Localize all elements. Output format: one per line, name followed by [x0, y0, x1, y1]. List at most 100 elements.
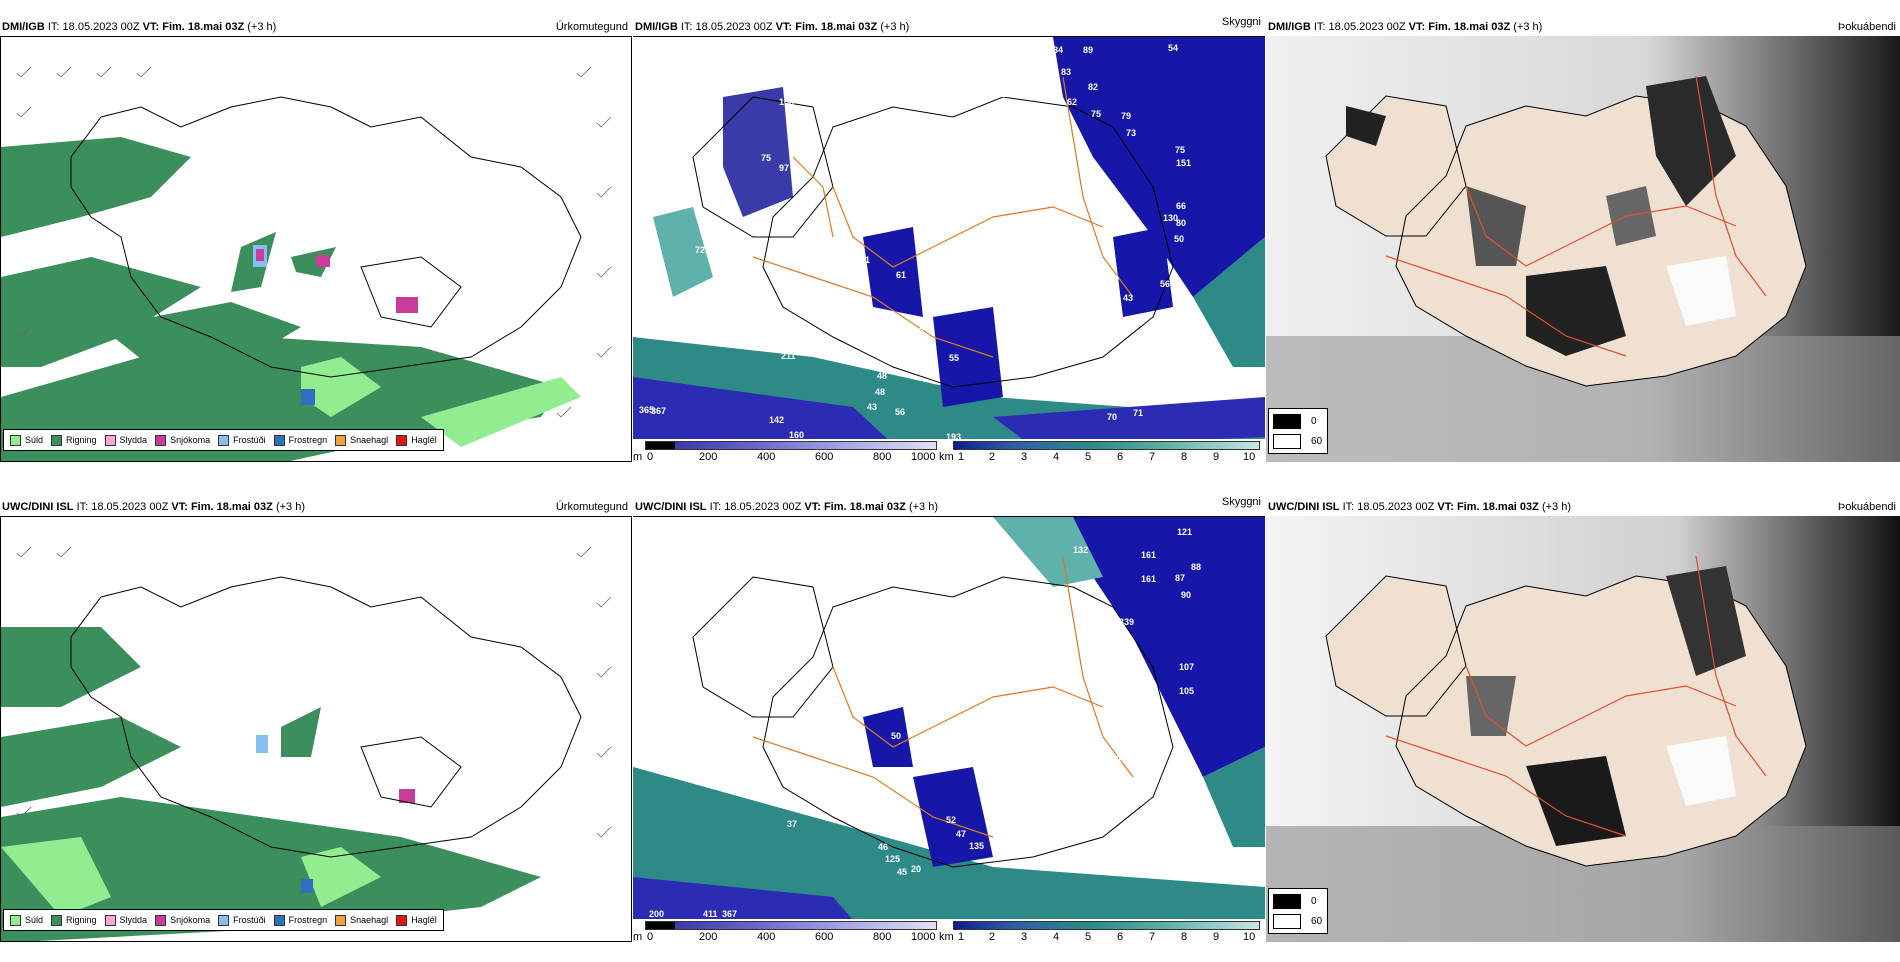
visibility-tick: 7 — [1149, 931, 1156, 943]
visibility-value: 125 — [885, 854, 900, 864]
visibility-value: 132 — [1073, 545, 1088, 555]
visibility-tick: 9 — [1213, 931, 1220, 943]
legend-item: Slydda — [104, 914, 147, 926]
legend-label: Rigning — [66, 915, 97, 925]
visibility-value: 200 — [649, 909, 664, 919]
legend-item: 0 — [1273, 414, 1323, 429]
visibility-value: 132 — [971, 717, 986, 727]
visibility-value: 72 — [695, 245, 705, 255]
visibility-tick: 6 — [1117, 451, 1124, 463]
panel-title: UWC/DINI ISL IT: 18.05.2023 00Z VT: Fim.… — [2, 501, 305, 513]
legend-label: Súld — [25, 435, 44, 445]
lead-time: (+3 h) — [1513, 21, 1543, 33]
visibility-value: 48 — [875, 387, 885, 397]
vt-value: Fim. 18.mai 03Z — [1456, 501, 1539, 513]
panel-label: Skyggni — [1221, 496, 1261, 508]
legend-label: Haglél — [411, 435, 437, 445]
legend-label: Haglél — [411, 915, 437, 925]
legend-item: Frostúði — [218, 434, 266, 446]
elevation-tick: 400 — [757, 931, 776, 943]
legend-label: Frostúði — [233, 915, 266, 925]
legend-item: Súld — [10, 434, 44, 446]
visibility-value: 48 — [877, 371, 887, 381]
legend-item: 60 — [1273, 434, 1323, 449]
visibility-tick: 2 — [989, 931, 996, 943]
visibility-value: 367 — [722, 909, 737, 919]
legend-swatch — [396, 914, 408, 926]
legend-swatch — [51, 434, 63, 446]
visibility-value: 90 — [1181, 590, 1191, 600]
visibility-tick: 3 — [1021, 931, 1028, 943]
elevation-tick: 0 — [647, 451, 654, 463]
it-value: 18.05.2023 00Z — [724, 501, 802, 513]
visibility-value: 87 — [1175, 573, 1185, 583]
visibility-value: 43 — [1123, 293, 1133, 303]
visibility-value: 135 — [969, 841, 984, 851]
visibility-colorbar — [953, 441, 1260, 450]
legend-label: Frostúði — [233, 435, 266, 445]
visibility-tick: 4 — [1053, 451, 1060, 463]
visibility-value: 71 — [1133, 408, 1143, 418]
visibility-tick: 8 — [1181, 451, 1188, 463]
visibility-value: 107 — [1179, 662, 1194, 672]
it-label: IT: — [1342, 501, 1355, 513]
visibility-value: 75 — [1091, 109, 1101, 119]
legend-swatch — [1273, 414, 1301, 429]
visibility-value: 75 — [1083, 183, 1093, 193]
legend-item: 0 — [1273, 894, 1323, 909]
visibility-value: 88 — [1023, 613, 1033, 623]
it-value: 18.05.2023 00Z — [62, 21, 140, 33]
visibility-value: 75 — [1095, 655, 1105, 665]
visibility-value: 97 — [779, 163, 789, 173]
visibility-map: 121 132 161 88 87 161 90 73 133 88 339 115 75 107 105 5… — [633, 516, 1265, 943]
lead-time: (+3 h) — [908, 501, 938, 513]
visibility-value: 100 — [773, 67, 788, 77]
visibility-value: 149 — [1001, 89, 1016, 99]
visibility-value: 82 — [1088, 82, 1098, 92]
visibility-value: 79 — [1121, 111, 1131, 121]
lead-time: (+3 h) — [247, 21, 277, 33]
vt-value: Fim. 18.mai 03Z — [190, 501, 273, 513]
visibility-tick: 6 — [1117, 931, 1124, 943]
legend-label: Súld — [25, 915, 44, 925]
panel-label: Úrkomutegund — [555, 21, 628, 33]
legend-label: 60 — [1311, 436, 1323, 447]
visibility-tick: 2 — [989, 451, 996, 463]
legend-item: Frostregn — [273, 434, 328, 446]
visibility-panel: UWC/DINI ISL IT: 18.05.2023 00Z VT: Fim.… — [633, 492, 1265, 943]
panel-label: Skyggni — [1221, 16, 1261, 28]
legend-label: Snaehagl — [350, 435, 389, 445]
it-label: IT: — [709, 501, 722, 513]
elevation-tick: 200 — [699, 451, 718, 463]
legend-swatch — [1273, 434, 1301, 449]
visibility-value: 160 — [789, 430, 804, 440]
forecast-row-dmi: DMI/IGB IT: 18.05.2023 00Z VT: Fim. 18.m… — [0, 12, 1900, 482]
it-label: IT: — [680, 21, 693, 33]
visibility-value: 104 — [1088, 198, 1103, 208]
legend-label: Frostregn — [288, 435, 328, 445]
visibility-value: 62 — [1067, 97, 1077, 107]
model-name: DMI/IGB — [635, 21, 678, 33]
legend-label: Rigning — [66, 435, 97, 445]
legend-label: Slydda — [119, 435, 148, 445]
visibility-value: 53 — [886, 827, 896, 837]
legend-swatch — [273, 914, 285, 926]
visibility-tick: 4 — [1053, 931, 1060, 943]
it-label: IT: — [47, 21, 60, 33]
legend-label: Snjókoma — [170, 435, 211, 445]
legend-item: Snaehagl — [335, 914, 388, 926]
visibility-tick: 9 — [1213, 451, 1220, 463]
visibility-value: 73 — [735, 607, 745, 617]
it-label: IT: — [1313, 21, 1326, 33]
legend-swatch — [10, 914, 21, 926]
visibility-value: 133 — [779, 607, 794, 617]
legend-swatch — [218, 914, 230, 926]
legend-item: Frostúði — [218, 914, 266, 926]
visibility-value: 136 — [1045, 145, 1060, 155]
visibility-value: 45 — [897, 867, 907, 877]
vt-value: Fim. 18.mai 03Z — [795, 21, 878, 33]
visibility-value: 43 — [892, 357, 902, 367]
visibility-value: 105 — [1179, 686, 1194, 696]
vt-value: Fim. 18.mai 03Z — [823, 501, 906, 513]
